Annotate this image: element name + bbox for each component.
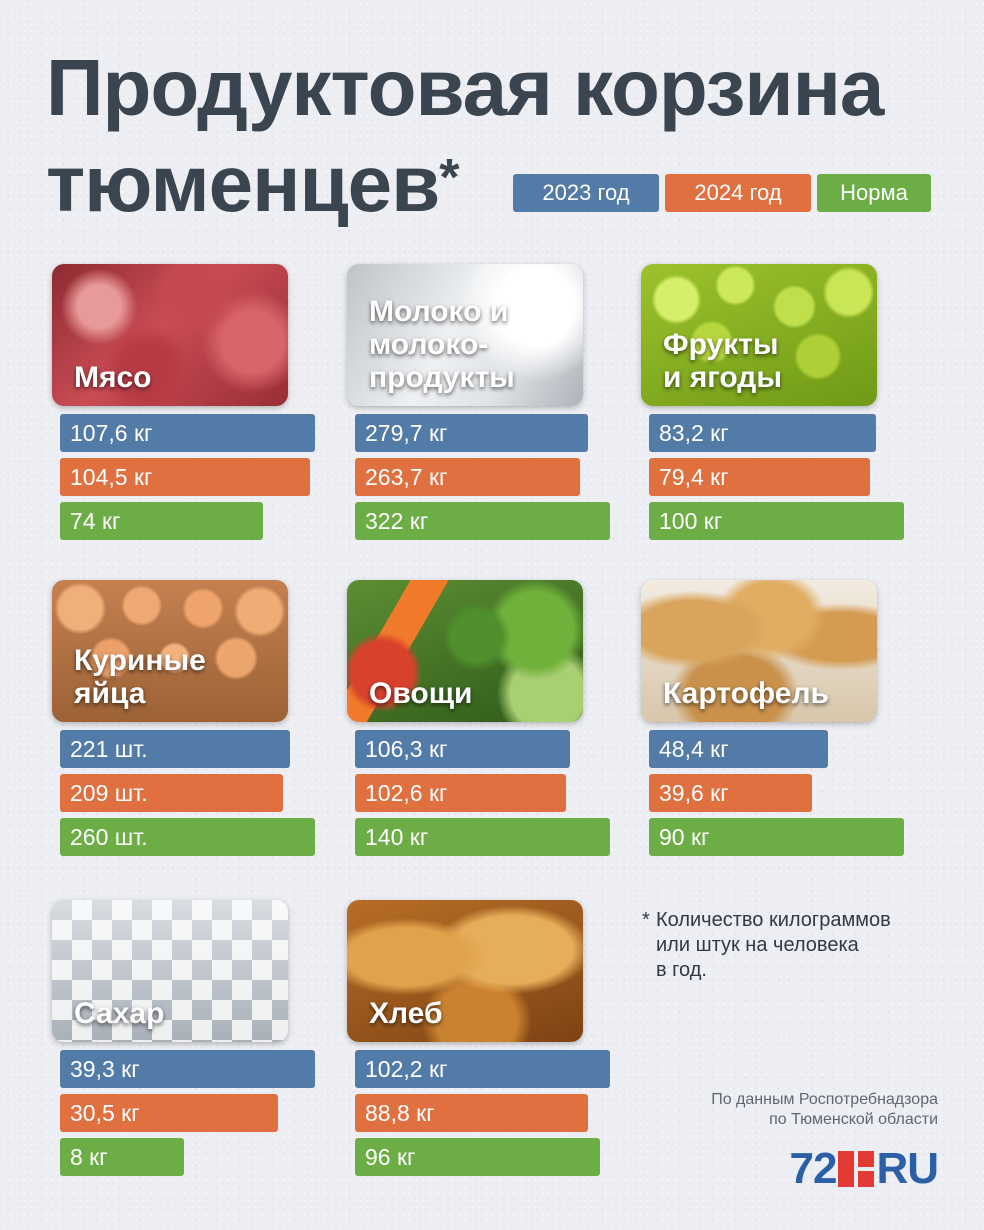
product-image: Сахар xyxy=(52,900,288,1042)
legend-2023: 2023 год xyxy=(513,174,659,212)
bar-2023: 48,4 кг xyxy=(649,730,828,768)
product-card: Овощи 106,3 кг 102,6 кг 140 кг xyxy=(347,580,610,862)
footnote-asterisk: * xyxy=(642,909,650,931)
product-bars: 106,3 кг 102,6 кг 140 кг xyxy=(355,730,610,856)
bar-norm: 90 кг xyxy=(649,818,904,856)
title-asterisk: * xyxy=(439,149,459,207)
product-label: Куриные яйца xyxy=(74,644,206,710)
logo-text: RU xyxy=(876,1144,939,1193)
bar-2023: 83,2 кг xyxy=(649,414,876,452)
product-image: Куриные яйца xyxy=(52,580,288,722)
legend-2024: 2024 год xyxy=(665,174,811,212)
product-card: Хлеб 102,2 кг 88,8 кг 96 кг xyxy=(347,900,610,1182)
product-card: Фрукты и ягоды 83,2 кг 79,4 кг 100 кг xyxy=(641,264,904,546)
title-line-2: тюменцев xyxy=(46,139,440,228)
bar-2023: 39,3 кг xyxy=(60,1050,315,1088)
product-bars: 102,2 кг 88,8 кг 96 кг xyxy=(355,1050,610,1176)
product-label: Картофель xyxy=(663,677,829,710)
bar-2024: 39,6 кг xyxy=(649,774,812,812)
bar-norm: 100 кг xyxy=(649,502,904,540)
bar-2023: 107,6 кг xyxy=(60,414,315,452)
footnote-text: Количество килограммов или штук на челов… xyxy=(656,909,891,981)
product-label: Сахар xyxy=(74,997,165,1030)
product-label: Мясо xyxy=(74,361,152,394)
bar-2024: 209 шт. xyxy=(60,774,283,812)
logo-mark-icon xyxy=(838,1151,875,1187)
product-card: Сахар 39,3 кг 30,5 кг 8 кг xyxy=(52,900,315,1182)
bar-2024: 102,6 кг xyxy=(355,774,566,812)
product-label: Фрукты и ягоды xyxy=(663,328,782,394)
bar-2024: 263,7 кг xyxy=(355,458,580,496)
title-line-1: Продуктовая корзина xyxy=(46,43,884,132)
product-card: Куриные яйца 221 шт. 209 шт. 260 шт. xyxy=(52,580,315,862)
product-card: Мясо 107,6 кг 104,5 кг 74 кг xyxy=(52,264,315,546)
bar-norm: 140 кг xyxy=(355,818,610,856)
product-image: Мясо xyxy=(52,264,288,406)
product-card: Молоко и молоко- продукты 279,7 кг 263,7 к… xyxy=(347,264,610,546)
bar-2024: 88,8 кг xyxy=(355,1094,588,1132)
bar-2023: 279,7 кг xyxy=(355,414,588,452)
product-bars: 107,6 кг 104,5 кг 74 кг xyxy=(60,414,315,540)
bar-2023: 106,3 кг xyxy=(355,730,570,768)
source-note: По данным Роспотребнадзора по Тюменской … xyxy=(711,1091,938,1128)
product-image: Молоко и молоко- продукты xyxy=(347,264,583,406)
bar-2024: 104,5 кг xyxy=(60,458,310,496)
product-bars: 221 шт. 209 шт. 260 шт. xyxy=(60,730,315,856)
legend: 2023 год 2024 год Норма xyxy=(513,174,931,212)
product-card: Картофель 48,4 кг 39,6 кг 90 кг xyxy=(641,580,904,862)
product-label: Хлеб xyxy=(369,997,443,1030)
product-bars: 48,4 кг 39,6 кг 90 кг xyxy=(649,730,904,856)
product-label: Овощи xyxy=(369,677,473,710)
product-bars: 83,2 кг 79,4 кг 100 кг xyxy=(649,414,904,540)
product-image: Картофель xyxy=(641,580,877,722)
bar-2024: 79,4 кг xyxy=(649,458,870,496)
product-bars: 39,3 кг 30,5 кг 8 кг xyxy=(60,1050,315,1176)
product-bars: 279,7 кг 263,7 кг 322 кг xyxy=(355,414,610,540)
bar-norm: 322 кг xyxy=(355,502,610,540)
bar-2023: 102,2 кг xyxy=(355,1050,610,1088)
bar-2023: 221 шт. xyxy=(60,730,290,768)
bar-norm: 96 кг xyxy=(355,1138,600,1176)
product-label: Молоко и молоко- продукты xyxy=(369,295,515,394)
footnote: * Количество килограммов или штук на чел… xyxy=(642,908,891,983)
bar-2024: 30,5 кг xyxy=(60,1094,278,1132)
bar-norm: 74 кг xyxy=(60,502,263,540)
product-image: Фрукты и ягоды xyxy=(641,264,877,406)
brand-logo: 72 RU xyxy=(789,1144,939,1194)
product-image: Овощи xyxy=(347,580,583,722)
logo-number: 72 xyxy=(789,1144,837,1193)
legend-norm: Норма xyxy=(817,174,931,212)
bar-norm: 8 кг xyxy=(60,1138,184,1176)
page-title: Продуктовая корзина тюменцев* xyxy=(46,40,884,232)
product-image: Хлеб xyxy=(347,900,583,1042)
bar-norm: 260 шт. xyxy=(60,818,315,856)
